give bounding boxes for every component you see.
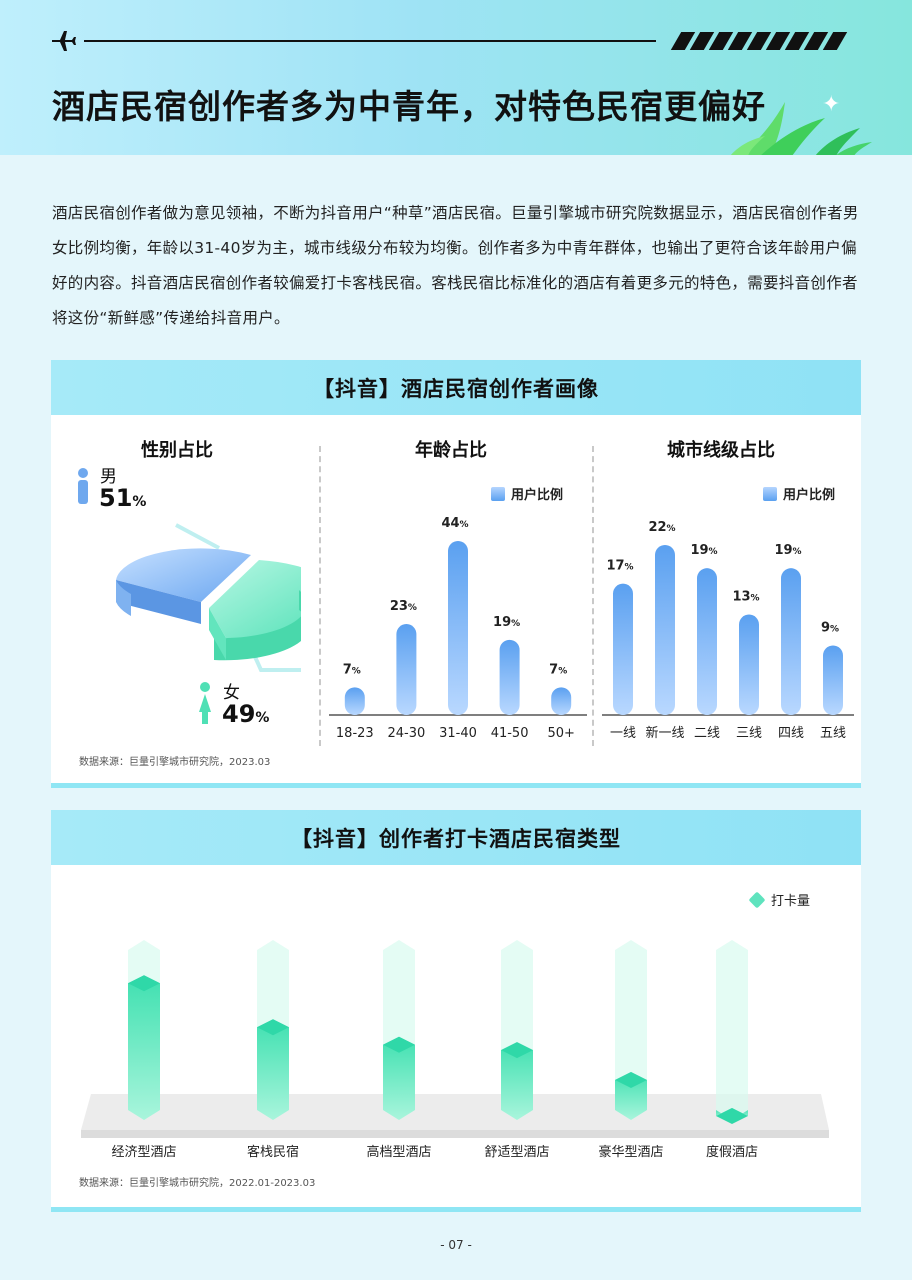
female-label: 女 bbox=[223, 683, 240, 703]
bar-新一线 bbox=[655, 545, 675, 715]
divider bbox=[319, 446, 321, 746]
male-leader-line bbox=[175, 523, 220, 550]
bar-cap bbox=[128, 975, 160, 992]
panel2-source: 数据来源：巨量引擎城市研究院，2022.01-2023.03 bbox=[79, 1178, 316, 1189]
panel-title: 【抖音】酒店民宿创作者画像 bbox=[51, 360, 861, 415]
panel1-source: 数据来源：巨量引擎城市研究院，2023.03 bbox=[79, 757, 271, 768]
bar-41-50 bbox=[499, 639, 520, 715]
legend-swatch bbox=[748, 891, 766, 908]
bar-三线 bbox=[739, 614, 759, 715]
age-chart-title: 年龄占比 bbox=[415, 440, 487, 461]
tick-label: 50+ bbox=[547, 726, 574, 741]
data-label: 19% bbox=[493, 615, 520, 630]
city-chart-title: 城市线级占比 bbox=[667, 440, 775, 461]
male-percent: 51% bbox=[99, 484, 147, 512]
data-label: 17% bbox=[606, 559, 633, 574]
bar-高档型酒店 bbox=[383, 1036, 415, 1120]
bar-18-23 bbox=[344, 687, 365, 715]
sparkle-icon: ✦ bbox=[822, 92, 841, 117]
checkin-legend: 打卡量 bbox=[748, 890, 810, 909]
airplane-icon bbox=[52, 31, 76, 51]
tick-label: 经济型酒店 bbox=[111, 1145, 176, 1160]
data-label: 13% bbox=[732, 590, 759, 605]
bar-cap bbox=[501, 1042, 533, 1059]
data-label: 19% bbox=[690, 543, 717, 558]
bar-五线 bbox=[823, 645, 843, 715]
data-label: 23% bbox=[390, 599, 417, 614]
tick-label: 豪华型酒店 bbox=[598, 1144, 663, 1160]
data-label: 19% bbox=[774, 543, 801, 558]
tick-label: 31-40 bbox=[439, 726, 477, 741]
tick-label: 舒适型酒店 bbox=[484, 1145, 549, 1160]
bar-cap bbox=[257, 1019, 289, 1036]
legend-swatch bbox=[763, 486, 777, 501]
bar-track bbox=[615, 940, 647, 1120]
tick-label: 二线 bbox=[694, 726, 720, 741]
female-person-icon bbox=[199, 682, 211, 724]
tick-label: 客栈民宿 bbox=[247, 1144, 299, 1160]
tick-label: 高档型酒店 bbox=[366, 1144, 431, 1160]
bar-31-40 bbox=[448, 541, 468, 715]
leaves-decoration bbox=[730, 102, 872, 155]
gender-pie-chart bbox=[116, 523, 301, 672]
city-bar-chart: 17% 一线 22% 新一线 19% 二线 13% 三线 19% 四线 9% 五线 bbox=[602, 520, 854, 741]
page-header: 酒店民宿创作者多为中青年，对特色民宿更偏好 ✦ bbox=[0, 0, 912, 155]
header-rule bbox=[84, 40, 656, 42]
data-label: 22% bbox=[648, 520, 675, 535]
panel-title: 【抖音】创作者打卡酒店民宿类型 bbox=[51, 810, 861, 865]
divider bbox=[592, 446, 594, 746]
tick-label: 度假酒店 bbox=[706, 1144, 758, 1160]
bar-cap bbox=[615, 1072, 647, 1088]
bar-cap bbox=[716, 1108, 748, 1124]
page-number: - 07 - bbox=[440, 1238, 472, 1252]
bar-四线 bbox=[781, 568, 801, 715]
age-bar-chart: 7% 18-23 23% 24-30 44% 31-40 19% 41-50 7% 50+ bbox=[329, 516, 587, 741]
intro-paragraph: 酒店民宿创作者做为意见领袖，不断为抖音用户“种草”酒店民宿。巨量引擎城市研究院数… bbox=[52, 204, 859, 327]
data-label: 9% bbox=[821, 620, 839, 635]
header-stripes bbox=[670, 32, 862, 50]
bar-24-30 bbox=[396, 624, 417, 715]
tick-label: 一线 bbox=[610, 726, 636, 741]
male-person-icon bbox=[78, 468, 88, 504]
bar-二线 bbox=[697, 568, 717, 715]
age-legend: 用户比例 bbox=[491, 484, 563, 503]
gender-chart-title: 性别占比 bbox=[141, 440, 213, 461]
tick-label: 三线 bbox=[736, 726, 762, 741]
tick-label: 41-50 bbox=[491, 726, 529, 741]
city-legend: 用户比例 bbox=[763, 484, 835, 503]
creator-profile-panel: 【抖音】酒店民宿创作者画像 性别占比 男 51% 女 49% 数据来源：巨量引擎… bbox=[51, 360, 861, 788]
tick-label: 18-23 bbox=[336, 726, 374, 741]
bar-经济型酒店 bbox=[128, 975, 160, 1120]
tick-label: 24-30 bbox=[388, 726, 426, 741]
female-percent: 49% bbox=[222, 700, 270, 728]
tick-label: 新一线 bbox=[645, 725, 684, 741]
tick-label: 五线 bbox=[820, 726, 846, 741]
tick-label: 四线 bbox=[778, 726, 804, 741]
male-label: 男 bbox=[100, 467, 117, 487]
bar-舒适型酒店 bbox=[501, 1042, 533, 1120]
data-label: 7% bbox=[343, 662, 361, 677]
pie-slice-female bbox=[209, 560, 301, 639]
data-label: 44% bbox=[441, 516, 468, 531]
bar-cap bbox=[383, 1036, 415, 1053]
checkin-bar-chart: 经济型酒店 客栈民宿 高档型酒店 舒适型酒店 豪华型酒店 度假酒店 bbox=[81, 940, 829, 1160]
legend-swatch bbox=[491, 486, 505, 501]
page-title: 酒店民宿创作者多为中青年，对特色民宿更偏好 bbox=[52, 87, 766, 126]
bar-track bbox=[716, 940, 748, 1120]
data-label: 7% bbox=[549, 662, 567, 677]
bar-50+ bbox=[551, 687, 572, 715]
platform-edge bbox=[81, 1130, 829, 1138]
bar-一线 bbox=[613, 583, 633, 715]
pie-slice-male bbox=[116, 548, 251, 602]
checkin-type-panel: 【抖音】创作者打卡酒店民宿类型 打卡量 经济型酒店 客栈民宿 高档型酒店 舒适型酒店 豪… bbox=[51, 810, 861, 1212]
bar-客栈民宿 bbox=[257, 1019, 289, 1120]
